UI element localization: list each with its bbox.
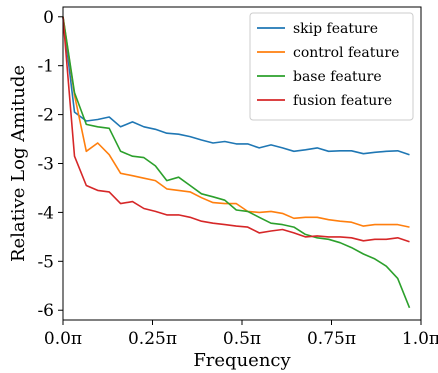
plot-lines — [62, 16, 411, 309]
legend: skip feature control feature base feature f… — [249, 12, 414, 121]
x-tick-label: 0.0π — [44, 329, 82, 349]
x-tick-label: 1.0π — [402, 329, 438, 349]
x-axis-label: Frequency — [193, 350, 291, 371]
series-line-0 — [62, 16, 410, 156]
y-tick-label: -5 — [37, 252, 54, 272]
legend-box — [249, 12, 414, 121]
y-tick-label: 0 — [43, 8, 54, 28]
legend-label-3: fusion feature — [293, 93, 392, 109]
legend-label-2: base feature — [293, 69, 382, 85]
y-axis: 0 -1 -2 -3 -4 -5 -6 — [37, 8, 63, 321]
y-tick-label: -6 — [37, 301, 54, 321]
legend-label-0: skip feature — [293, 21, 378, 37]
y-tick-label: -3 — [37, 155, 54, 175]
y-tick-label: -4 — [37, 203, 54, 223]
y-axis-label: Relative Log Amitude — [8, 65, 29, 262]
x-tick-label: 0.5π — [223, 329, 261, 349]
y-tick-label: -2 — [37, 106, 54, 126]
series-line-3 — [62, 16, 410, 243]
series-line-2 — [62, 16, 411, 309]
series-line-1 — [62, 16, 410, 228]
x-axis: 0.0π 0.25π 0.5π 0.75π 1.0π — [44, 320, 438, 349]
x-tick-label: 0.75π — [307, 329, 356, 349]
x-tick-label: 0.25π — [128, 329, 177, 349]
y-tick-label: -1 — [37, 57, 54, 77]
legend-label-1: control feature — [293, 45, 399, 61]
